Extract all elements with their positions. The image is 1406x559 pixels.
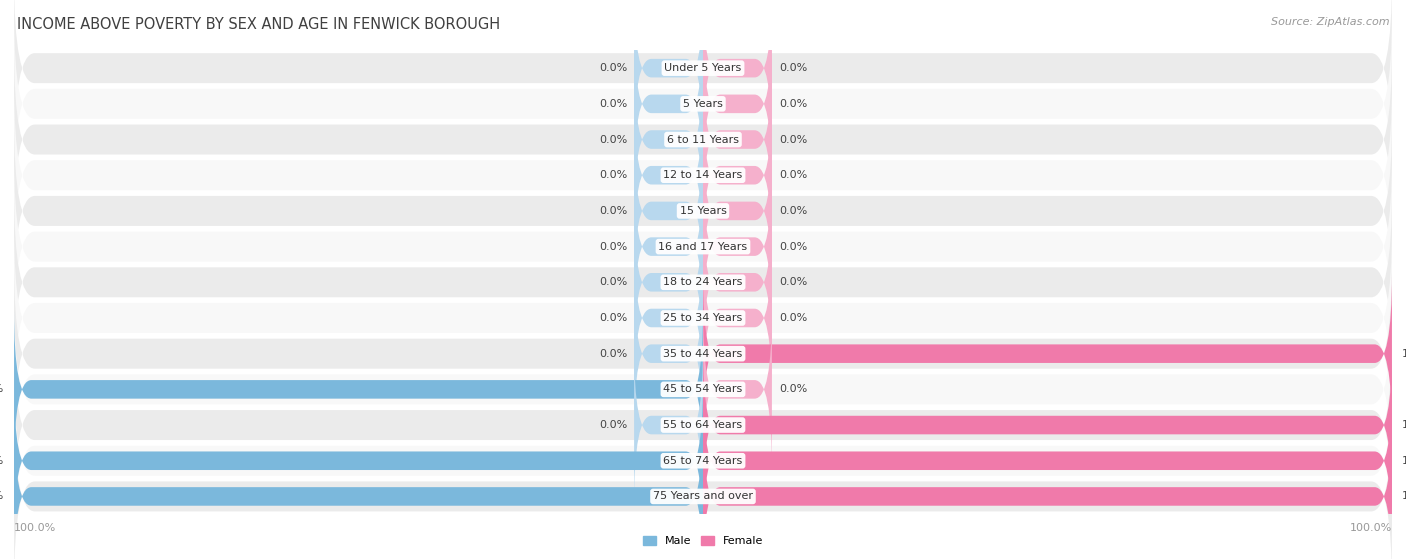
FancyBboxPatch shape	[703, 167, 772, 326]
FancyBboxPatch shape	[14, 333, 1392, 517]
Text: 12 to 14 Years: 12 to 14 Years	[664, 170, 742, 180]
FancyBboxPatch shape	[634, 0, 703, 148]
Text: 75 Years and over: 75 Years and over	[652, 491, 754, 501]
Text: 0.0%: 0.0%	[779, 135, 807, 145]
Text: 55 to 64 Years: 55 to 64 Years	[664, 420, 742, 430]
FancyBboxPatch shape	[703, 202, 772, 362]
Text: 5 Years: 5 Years	[683, 99, 723, 109]
Text: 45 to 54 Years: 45 to 54 Years	[664, 385, 742, 394]
Text: 0.0%: 0.0%	[599, 170, 627, 180]
FancyBboxPatch shape	[634, 345, 703, 505]
Text: 0.0%: 0.0%	[779, 99, 807, 109]
Legend: Male, Female: Male, Female	[638, 531, 768, 551]
FancyBboxPatch shape	[703, 274, 1392, 434]
FancyBboxPatch shape	[634, 238, 703, 398]
FancyBboxPatch shape	[14, 262, 1392, 446]
Text: 100.0%: 100.0%	[1350, 523, 1392, 533]
FancyBboxPatch shape	[14, 154, 1392, 339]
Text: 18 to 24 Years: 18 to 24 Years	[664, 277, 742, 287]
Text: 0.0%: 0.0%	[779, 277, 807, 287]
FancyBboxPatch shape	[14, 190, 1392, 375]
FancyBboxPatch shape	[703, 238, 772, 398]
FancyBboxPatch shape	[14, 226, 1392, 410]
Text: 0.0%: 0.0%	[599, 99, 627, 109]
Text: 65 to 74 Years: 65 to 74 Years	[664, 456, 742, 466]
Text: 0.0%: 0.0%	[599, 135, 627, 145]
FancyBboxPatch shape	[14, 48, 1392, 231]
Text: 0.0%: 0.0%	[599, 277, 627, 287]
FancyBboxPatch shape	[703, 310, 772, 470]
FancyBboxPatch shape	[703, 345, 1392, 505]
Text: 0.0%: 0.0%	[599, 313, 627, 323]
Text: 100.0%: 100.0%	[1402, 491, 1406, 501]
Text: 0.0%: 0.0%	[599, 349, 627, 359]
FancyBboxPatch shape	[14, 83, 1392, 267]
Text: 100.0%: 100.0%	[14, 523, 56, 533]
FancyBboxPatch shape	[14, 416, 703, 559]
Text: 15 Years: 15 Years	[679, 206, 727, 216]
Text: 100.0%: 100.0%	[1402, 420, 1406, 430]
Text: 25 to 34 Years: 25 to 34 Years	[664, 313, 742, 323]
Text: 6 to 11 Years: 6 to 11 Years	[666, 135, 740, 145]
Text: 0.0%: 0.0%	[779, 206, 807, 216]
Text: 100.0%: 100.0%	[0, 385, 4, 394]
Text: 35 to 44 Years: 35 to 44 Years	[664, 349, 742, 359]
Text: 0.0%: 0.0%	[599, 63, 627, 73]
FancyBboxPatch shape	[14, 310, 703, 470]
Text: 0.0%: 0.0%	[599, 206, 627, 216]
FancyBboxPatch shape	[634, 167, 703, 326]
FancyBboxPatch shape	[14, 12, 1392, 196]
Text: 0.0%: 0.0%	[779, 63, 807, 73]
FancyBboxPatch shape	[634, 60, 703, 220]
Text: INCOME ABOVE POVERTY BY SEX AND AGE IN FENWICK BOROUGH: INCOME ABOVE POVERTY BY SEX AND AGE IN F…	[17, 17, 501, 32]
FancyBboxPatch shape	[703, 0, 772, 148]
FancyBboxPatch shape	[634, 95, 703, 255]
FancyBboxPatch shape	[703, 131, 772, 291]
Text: Source: ZipAtlas.com: Source: ZipAtlas.com	[1271, 17, 1389, 27]
FancyBboxPatch shape	[14, 369, 1392, 553]
Text: 0.0%: 0.0%	[779, 170, 807, 180]
FancyBboxPatch shape	[14, 0, 1392, 160]
FancyBboxPatch shape	[703, 381, 1392, 541]
FancyBboxPatch shape	[703, 60, 772, 220]
FancyBboxPatch shape	[634, 24, 703, 184]
Text: 0.0%: 0.0%	[599, 241, 627, 252]
Text: Under 5 Years: Under 5 Years	[665, 63, 741, 73]
FancyBboxPatch shape	[14, 404, 1392, 559]
Text: 16 and 17 Years: 16 and 17 Years	[658, 241, 748, 252]
Text: 100.0%: 100.0%	[0, 491, 4, 501]
FancyBboxPatch shape	[634, 131, 703, 291]
FancyBboxPatch shape	[703, 416, 1392, 559]
FancyBboxPatch shape	[634, 202, 703, 362]
Text: 100.0%: 100.0%	[1402, 349, 1406, 359]
FancyBboxPatch shape	[14, 119, 1392, 303]
Text: 100.0%: 100.0%	[1402, 456, 1406, 466]
FancyBboxPatch shape	[634, 274, 703, 434]
FancyBboxPatch shape	[703, 95, 772, 255]
Text: 0.0%: 0.0%	[779, 313, 807, 323]
FancyBboxPatch shape	[14, 297, 1392, 481]
FancyBboxPatch shape	[703, 24, 772, 184]
Text: 0.0%: 0.0%	[599, 420, 627, 430]
FancyBboxPatch shape	[14, 381, 703, 541]
Text: 0.0%: 0.0%	[779, 241, 807, 252]
Text: 0.0%: 0.0%	[779, 385, 807, 394]
Text: 100.0%: 100.0%	[0, 456, 4, 466]
